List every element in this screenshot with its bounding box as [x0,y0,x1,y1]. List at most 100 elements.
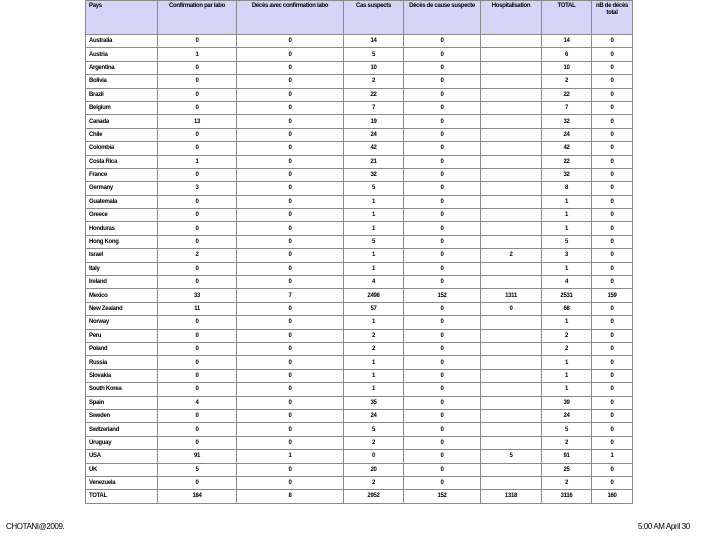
value-cell: 0 [157,60,237,76]
value-cell: 1 [343,261,404,277]
country-cell: Switzerland [85,422,158,437]
value-cell: 0 [403,154,481,169]
value-cell: 0 [236,301,344,317]
value-cell: 1 [541,208,592,223]
value-cell: 0 [157,100,237,116]
value-cell: 152 [403,288,481,303]
value-cell: 0 [236,47,344,62]
value-cell: 0 [403,248,481,263]
country-cell: Uruguay [85,435,158,451]
value-cell: 0 [591,74,633,89]
value-cell: 1 [541,261,592,277]
value-cell: 5 [541,234,592,250]
value-cell: 184 [157,489,237,504]
value-cell: 0 [480,301,542,317]
value-cell: 14 [343,33,404,49]
value-cell [480,234,542,250]
value-cell: 4 [157,395,237,410]
value-cell: 0 [403,141,481,156]
value-cell: 0 [403,74,481,89]
value-cell [480,368,542,384]
value-cell: 0 [403,328,481,343]
value-cell: 22 [541,87,592,102]
value-cell: 2 [343,341,404,357]
value-cell: 5 [343,234,404,250]
value-cell [480,127,542,143]
value-cell: 13 [157,114,237,129]
value-cell: 0 [403,462,481,477]
value-cell [480,341,542,357]
value-cell: 160 [591,489,633,504]
value-cell: 0 [343,449,404,464]
value-cell: 0 [157,141,237,156]
value-cell [480,275,542,290]
value-cell: 4 [343,275,404,290]
value-cell: 1 [157,154,237,169]
table-row: UK 5 0 20 0 25 0 [85,462,633,477]
country-cell: USA [85,449,158,464]
country-cell: Belgium [85,100,158,116]
value-cell: 24 [343,408,404,424]
value-cell: 0 [591,154,633,169]
value-cell [480,462,542,477]
value-cell: 2 [541,341,592,357]
value-cell: 0 [591,328,633,343]
value-cell: 21 [343,154,404,169]
country-cell: Norway [85,315,158,330]
value-cell [480,208,542,223]
value-cell: 8 [236,489,344,504]
value-cell: 0 [403,47,481,62]
value-cell: 0 [591,261,633,277]
value-cell: 3 [157,181,237,196]
value-cell [480,261,542,277]
value-cell: 0 [591,100,633,116]
value-cell: 3116 [541,489,592,504]
value-cell: 0 [403,208,481,223]
country-cell: Honduras [85,221,158,236]
value-cell [480,100,542,116]
value-cell: 0 [157,208,237,223]
value-cell [480,87,542,102]
value-cell [480,181,542,196]
value-cell: 33 [157,288,237,303]
table-row: Mexico 33 7 2498 152 1311 2531 159 [85,288,633,303]
table-row: France 0 0 32 0 32 0 [85,167,633,183]
value-cell: 8 [541,181,592,196]
value-cell [480,395,542,410]
table-row: Switzerland 0 0 5 0 5 0 [85,422,633,437]
value-cell: 4 [541,275,592,290]
country-cell: Poland [85,341,158,357]
country-cell: Austria [85,47,158,62]
value-cell: 0 [591,127,633,143]
value-cell: 0 [591,167,633,183]
table-row: Greece 0 0 1 0 1 0 [85,208,633,223]
country-cell: Guatemala [85,194,158,210]
value-cell: 0 [403,127,481,143]
country-cell: Italy [85,261,158,277]
value-cell: 0 [236,114,344,129]
country-cell: Australia [85,33,158,49]
value-cell: 0 [403,449,481,464]
value-cell: 0 [591,408,633,424]
value-cell: 5 [343,181,404,196]
value-cell: 0 [591,33,633,49]
value-cell: 5 [343,422,404,437]
value-cell: 1 [541,368,592,384]
value-cell: 0 [236,261,344,277]
column-header: TOTAL [541,0,592,35]
value-cell: 3 [541,248,592,263]
country-cell: New Zealand [85,301,158,317]
value-cell: 42 [541,141,592,156]
value-cell [480,47,542,62]
table-row: Peru 0 0 2 0 2 0 [85,328,633,343]
value-cell: 2 [343,74,404,89]
value-cell: 5 [541,422,592,437]
value-cell: 0 [236,60,344,76]
flu-cases-table: Pays Confirmation par labo Décès avec conf… [85,0,633,504]
country-cell: Mexico [85,288,158,303]
value-cell [480,74,542,89]
value-cell: 0 [236,341,344,357]
table-row: Austria 1 0 5 0 6 0 [85,47,633,62]
table-row: Venezuela 0 0 2 0 2 0 [85,475,633,491]
column-header: nB de décès total [591,0,633,35]
